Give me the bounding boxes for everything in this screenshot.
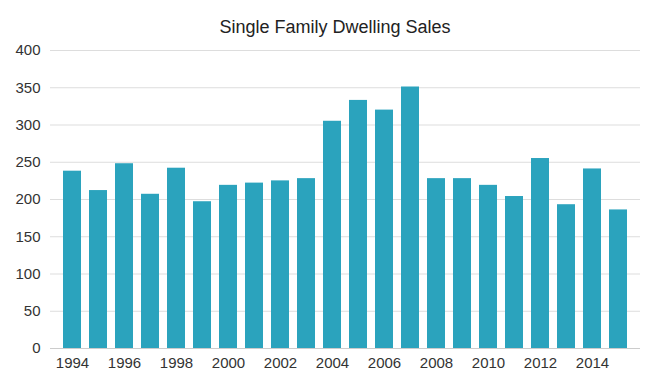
svg-text:1996: 1996	[108, 354, 141, 371]
svg-text:400: 400	[15, 41, 40, 58]
svg-text:2006: 2006	[368, 354, 401, 371]
svg-text:2014: 2014	[576, 354, 609, 371]
svg-text:0: 0	[32, 339, 40, 356]
svg-text:300: 300	[15, 116, 40, 133]
svg-text:150: 150	[15, 228, 40, 245]
svg-text:2004: 2004	[316, 354, 349, 371]
svg-text:350: 350	[15, 79, 40, 96]
svg-text:1994: 1994	[56, 354, 89, 371]
svg-text:2012: 2012	[524, 354, 557, 371]
svg-text:100: 100	[15, 265, 40, 282]
svg-text:2010: 2010	[472, 354, 505, 371]
svg-text:2008: 2008	[420, 354, 453, 371]
svg-text:50: 50	[24, 302, 41, 319]
svg-text:2000: 2000	[212, 354, 245, 371]
svg-text:1998: 1998	[160, 354, 193, 371]
svg-text:2002: 2002	[264, 354, 297, 371]
svg-text:250: 250	[15, 153, 40, 170]
svg-text:200: 200	[15, 190, 40, 207]
html-text:Single Family Dwelling Sales: Single Family Dwelling Sales	[219, 17, 451, 37]
